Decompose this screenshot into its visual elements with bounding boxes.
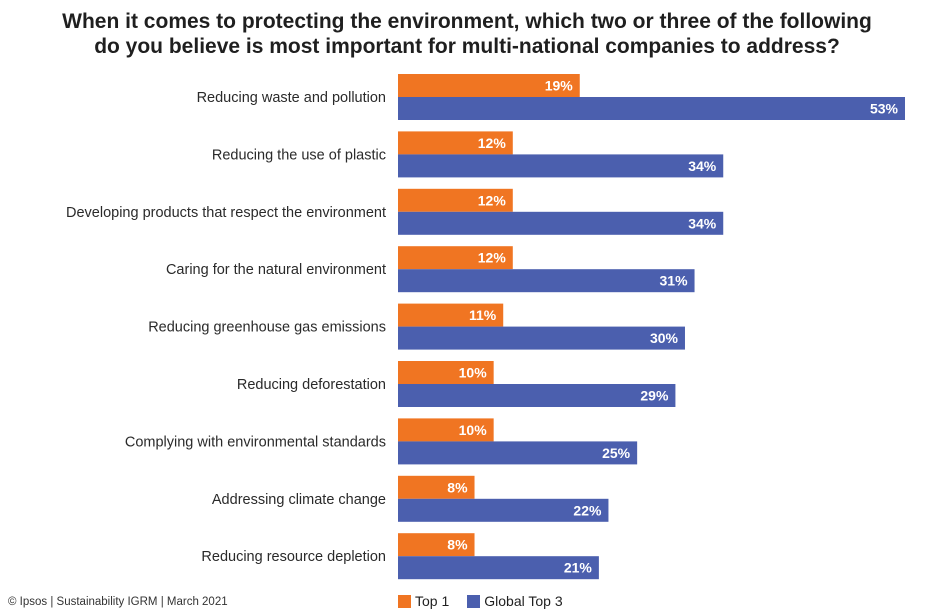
bar-top-1-reducing-the-use-of-plastic [398, 131, 513, 155]
category-label-reducing-waste-and-pollution: Reducing waste and pollution [197, 90, 386, 106]
data-label-top-1-developing-products-that-respect-the-environment: 12% [478, 192, 507, 208]
bar-top-1-reducing-greenhouse-gas-emissions [398, 303, 504, 327]
legend-swatch-global-top-3 [467, 594, 481, 608]
bar-top-1-reducing-deforestation [398, 361, 494, 384]
bar-top-1-reducing-resource-depletion [398, 533, 475, 557]
data-label-top-1-addressing-climate-change: 8% [447, 479, 468, 495]
category-label-complying-with-environmental-standards: Complying with environmental standards [125, 434, 386, 450]
data-label-top-1-reducing-resource-depletion: 8% [447, 537, 468, 553]
data-label-top-1-reducing-the-use-of-plastic: 12% [478, 135, 507, 151]
bar-global-top-3-reducing-deforestation [398, 384, 676, 407]
data-label-global-top-3-reducing-the-use-of-plastic: 34% [688, 158, 717, 174]
data-label-global-top-3-reducing-resource-depletion: 21% [564, 560, 593, 576]
category-label-reducing-greenhouse-gas-emissions: Reducing greenhouse gas emissions [148, 320, 386, 336]
category-label-developing-products-that-respect-the-environment: Developing products that respect the env… [66, 205, 386, 221]
data-label-global-top-3-reducing-deforestation: 29% [640, 388, 669, 404]
category-label-addressing-climate-change: Addressing climate change [212, 492, 386, 508]
category-label-reducing-deforestation: Reducing deforestation [237, 377, 386, 393]
data-label-global-top-3-developing-products-that-respect-the-environment: 34% [688, 215, 717, 231]
category-label-caring-for-the-natural-environment: Caring for the natural environment [166, 262, 386, 278]
chart-title: When it comes to protecting the environm… [0, 9, 934, 59]
bar-top-1-addressing-climate-change [398, 475, 475, 499]
bar-global-top-3-reducing-the-use-of-plastic [398, 154, 724, 178]
legend-item-global-top-3: Global Top 3 [467, 593, 563, 609]
bar-global-top-3-reducing-resource-depletion [398, 556, 599, 580]
bar-global-top-3-complying-with-environmental-standards [398, 441, 638, 465]
bar-global-top-3-reducing-greenhouse-gas-emissions [398, 326, 685, 350]
bar-global-top-3-addressing-climate-change [398, 498, 609, 522]
bar-top-1-reducing-waste-and-pollution [398, 74, 580, 97]
data-label-top-1-caring-for-the-natural-environment: 12% [478, 250, 507, 266]
legend-label-global-top-3: Global Top 3 [484, 593, 563, 609]
category-label-reducing-resource-depletion: Reducing resource depletion [201, 549, 386, 565]
chart-title-line-2: do you believe is most important for mul… [94, 35, 840, 58]
legend-label-top-1: Top 1 [415, 593, 450, 609]
legend: Top 1 Global Top 3 [398, 593, 581, 609]
bar-top-1-complying-with-environmental-standards [398, 418, 494, 442]
data-label-top-1-reducing-waste-and-pollution: 19% [545, 78, 574, 94]
chart-title-line-1: When it comes to protecting the environm… [62, 10, 872, 33]
data-label-global-top-3-reducing-greenhouse-gas-emissions: 30% [650, 330, 679, 346]
data-label-global-top-3-complying-with-environmental-standards: 25% [602, 445, 631, 461]
data-label-global-top-3-reducing-waste-and-pollution: 53% [870, 101, 899, 117]
footer-credit: © Ipsos | Sustainability IGRM | March 20… [8, 596, 228, 608]
bar-top-1-developing-products-that-respect-the-environment [398, 188, 513, 212]
bar-top-1-caring-for-the-natural-environment [398, 246, 513, 270]
bar-global-top-3-developing-products-that-respect-the-environment [398, 211, 724, 235]
legend-swatch-top-1 [398, 594, 411, 608]
bar-global-top-3-reducing-waste-and-pollution [398, 97, 905, 120]
data-label-top-1-reducing-greenhouse-gas-emissions: 11% [469, 307, 497, 323]
category-label-reducing-the-use-of-plastic: Reducing the use of plastic [212, 147, 386, 163]
data-label-top-1-complying-with-environmental-standards: 10% [459, 422, 488, 438]
bar-global-top-3-caring-for-the-natural-environment [398, 269, 695, 293]
data-label-global-top-3-addressing-climate-change: 22% [573, 502, 602, 518]
data-label-global-top-3-caring-for-the-natural-environment: 31% [660, 273, 689, 289]
data-label-top-1-reducing-deforestation: 10% [459, 365, 488, 381]
legend-item-top-1: Top 1 [398, 593, 449, 609]
